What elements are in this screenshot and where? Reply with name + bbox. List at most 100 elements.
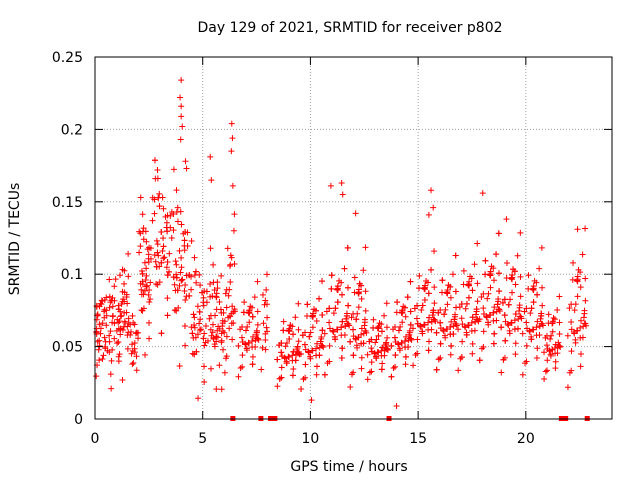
data-point — [261, 301, 268, 308]
data-point — [519, 330, 526, 337]
data-point — [376, 320, 383, 327]
data-point — [458, 315, 465, 322]
data-point — [154, 241, 161, 248]
data-point — [175, 304, 182, 311]
data-point — [182, 281, 189, 288]
x-tick-label: 20 — [517, 431, 535, 447]
data-point — [316, 352, 323, 359]
data-point — [207, 365, 214, 372]
grid — [95, 57, 612, 419]
data-point — [453, 320, 460, 327]
data-point — [547, 352, 554, 359]
data-point — [332, 305, 339, 312]
data-point — [218, 339, 225, 346]
data-point — [459, 338, 466, 345]
data-point — [254, 335, 261, 342]
data-point — [577, 363, 584, 370]
data-point — [503, 275, 510, 281]
data-point — [354, 310, 361, 317]
data-point — [201, 330, 208, 337]
data-point — [212, 312, 219, 319]
data-point — [405, 343, 412, 350]
x-tick-label: 0 — [91, 431, 100, 447]
data-point — [258, 366, 265, 373]
data-point — [177, 269, 184, 276]
data-point — [221, 318, 228, 325]
data-point — [216, 362, 223, 369]
data-point — [108, 385, 115, 392]
data-point — [132, 330, 139, 337]
data-point — [331, 333, 338, 340]
data-point — [399, 308, 406, 315]
data-point — [227, 252, 234, 259]
data-point — [319, 342, 326, 349]
data-point — [286, 336, 293, 343]
data-point — [160, 235, 167, 242]
data-point — [117, 325, 124, 332]
data-point — [512, 281, 519, 288]
data-point — [201, 379, 208, 386]
y-tick-label: 0.15 — [52, 195, 83, 211]
data-point — [551, 316, 558, 323]
data-point — [111, 335, 118, 342]
data-point — [147, 255, 154, 262]
data-point — [455, 326, 462, 333]
data-point — [230, 320, 237, 327]
data-point — [131, 339, 138, 346]
data-point — [430, 316, 437, 323]
data-point — [504, 320, 511, 327]
data-point — [583, 322, 590, 329]
data-point — [474, 280, 481, 287]
data-point — [117, 313, 124, 320]
data-point — [343, 315, 350, 322]
data-point — [495, 296, 502, 303]
data-point — [240, 309, 247, 316]
data-point — [574, 293, 581, 300]
data-point — [366, 369, 373, 376]
data-point — [407, 308, 414, 315]
data-point — [568, 367, 575, 374]
data-point — [406, 327, 413, 334]
data-point — [226, 325, 233, 332]
data-point — [151, 196, 158, 203]
data-point — [147, 279, 154, 286]
data-point — [260, 320, 267, 327]
data-point — [577, 324, 584, 331]
data-point — [129, 361, 136, 368]
data-point — [528, 336, 535, 343]
data-point — [149, 217, 156, 224]
data-point — [213, 306, 220, 313]
data-point — [578, 317, 585, 324]
data-point — [254, 308, 261, 315]
data-point — [141, 287, 148, 294]
data-point — [170, 274, 177, 281]
data-point — [178, 264, 185, 271]
data-point — [334, 299, 341, 306]
data-point — [527, 310, 534, 317]
data-point — [435, 356, 442, 363]
data-points — [93, 77, 590, 409]
data-point — [164, 295, 171, 302]
data-point — [474, 298, 481, 305]
data-point — [511, 317, 518, 324]
data-point — [164, 272, 171, 279]
data-point — [463, 331, 470, 338]
data-point — [119, 266, 126, 273]
data-point — [115, 339, 122, 346]
data-point — [207, 326, 214, 333]
data-point — [388, 342, 395, 349]
data-point — [194, 303, 201, 310]
data-point — [219, 323, 226, 330]
data-point — [311, 306, 318, 313]
data-point — [326, 319, 333, 326]
data-point — [375, 349, 382, 356]
data-point — [228, 148, 235, 155]
data-point — [577, 351, 584, 358]
data-point — [328, 285, 335, 292]
data-point — [213, 290, 220, 297]
data-point — [396, 345, 403, 352]
data-point — [285, 353, 292, 360]
data-point — [259, 344, 266, 351]
data-point — [398, 339, 405, 346]
data-point — [125, 250, 132, 257]
